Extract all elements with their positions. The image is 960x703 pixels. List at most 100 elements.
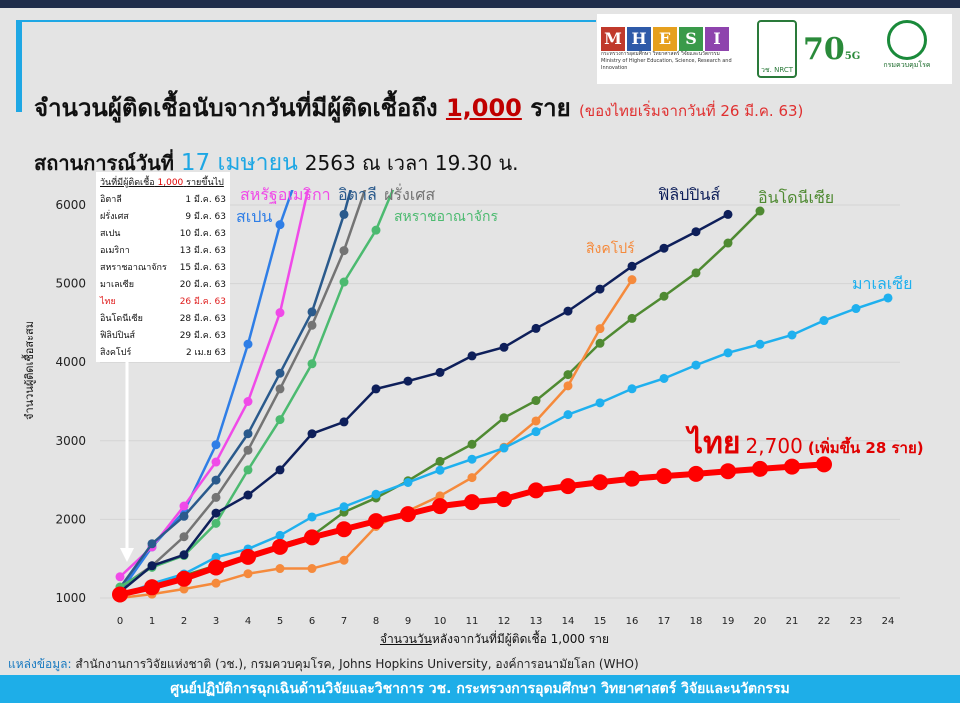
data-point [531,427,541,437]
mhesi-letter: S [679,26,703,51]
y-axis-label: จำนวนผู้ติดเชื้อสะสม [23,321,36,420]
situation-day: 17 เมษายน [180,150,298,176]
series-label: อินโดนีเซีย [758,188,835,207]
x-tick-label: 5 [277,616,283,627]
x-label-underlined: จำนวนวัน [380,632,432,646]
data-point [211,440,221,450]
x-tick-label: 3 [213,616,219,627]
x-tick-label: 8 [373,616,379,627]
data-point [403,477,413,487]
title-number: 1,000 [445,94,522,122]
data-point [339,246,349,256]
data-point [272,538,288,555]
thailand-value: 2,700 [745,434,803,458]
data-point [307,307,317,317]
title-unit: ราย [530,94,571,122]
data-point [339,209,349,219]
data-point [243,339,253,349]
data-point [275,384,285,394]
data-point [275,368,285,378]
table-header-suffix: รายขึ้นไป [186,178,224,188]
data-point [308,167,317,176]
data-point [179,584,189,594]
data-point [531,396,541,406]
data-point [243,490,253,500]
mhesi-letter: H [627,26,651,51]
data-point [339,417,349,427]
x-tick-label: 7 [341,616,347,627]
data-point [211,552,221,562]
date: 20 มี.ค. 63 [179,279,226,290]
table-row: ฟิลิปปินส์ 29 มี.ค. 63 [100,326,226,343]
title-main: จำนวนผู้ติดเชื้อนับจากวันที่มีผู้ติดเชื้… [34,94,438,122]
data-point [208,559,224,576]
data-point [435,491,445,501]
data-point [403,376,413,386]
x-tick-label: 23 [850,616,863,627]
y-tick-label: 6000 [55,198,86,212]
mhesi-letter: E [653,26,677,51]
situation-date: สถานการณ์วันที่ 17 เมษายน 2563 ณ เวลา 19… [34,145,519,181]
data-point [752,460,768,477]
country: อเมริกา [100,245,130,256]
data-point [432,498,448,515]
data-point [531,323,541,333]
anniversary-logo: 705G [803,32,873,67]
data-point [179,532,189,542]
x-tick-label: 20 [754,616,767,627]
data-point [595,324,605,334]
series-label: สิงคโปร์ [586,241,635,257]
series-label: สหรัฐอเมริกา [240,185,331,204]
data-point [307,429,317,439]
data-point [307,320,317,330]
data-point [307,359,317,369]
mhesi-thai: กระทรวงการอุดมศึกษา วิทยาศาสตร์ วิจัยและ… [601,50,720,57]
data-point [112,586,128,603]
data-point [851,304,861,314]
data-point [659,291,669,301]
data-point [755,206,765,216]
country: ไทย [100,296,116,307]
data-point [467,454,477,464]
thailand-name: ไทย [688,426,741,461]
date: 9 มี.ค. 63 [185,211,226,222]
date: 10 มี.ค. 63 [179,228,226,239]
series-label: สเปน [236,207,273,226]
table-row: สเปน 10 มี.ค. 63 [100,224,226,241]
data-point [435,456,445,466]
data-point [563,410,573,420]
table-header: วันที่มีผู้ติดเชื้อ 1,000 รายขึ้นไป [100,175,226,189]
data-point [467,439,477,449]
data-point [531,416,541,426]
country: สเปน [100,228,121,239]
x-tick-label: 18 [690,616,703,627]
x-tick-label: 4 [245,616,251,627]
data-point [275,415,285,425]
data-point [404,149,413,158]
ddc-logo: กรมควบคุมโรค [879,20,935,78]
data-point [627,313,637,323]
country: ฟิลิปปินส์ [100,330,135,341]
data-point [499,443,509,453]
data-point [371,384,381,394]
data-point [560,478,576,495]
thailand-increase: (เพิ่มขึ้น 28 ราย) [807,439,924,457]
date: 28 มี.ค. 63 [179,313,226,324]
mhesi-letter: M [601,26,625,51]
thailand-label: ไทย 2,700 (เพิ่มขึ้น 28 ราย) [688,420,924,467]
data-point [624,470,640,487]
data-point [627,275,637,285]
x-tick-label: 14 [562,616,575,627]
data-point [467,351,477,361]
data-point [339,277,349,287]
date: 15 มี.ค. 63 [179,262,226,273]
series-ฝรั่งเศส [115,190,367,593]
data-point [147,561,157,571]
data-point [691,268,701,278]
series-ฟิลิปปินส์ [115,209,733,597]
data-point [435,367,445,377]
series-ไทย [112,456,832,603]
y-tick-label: 4000 [55,355,86,369]
